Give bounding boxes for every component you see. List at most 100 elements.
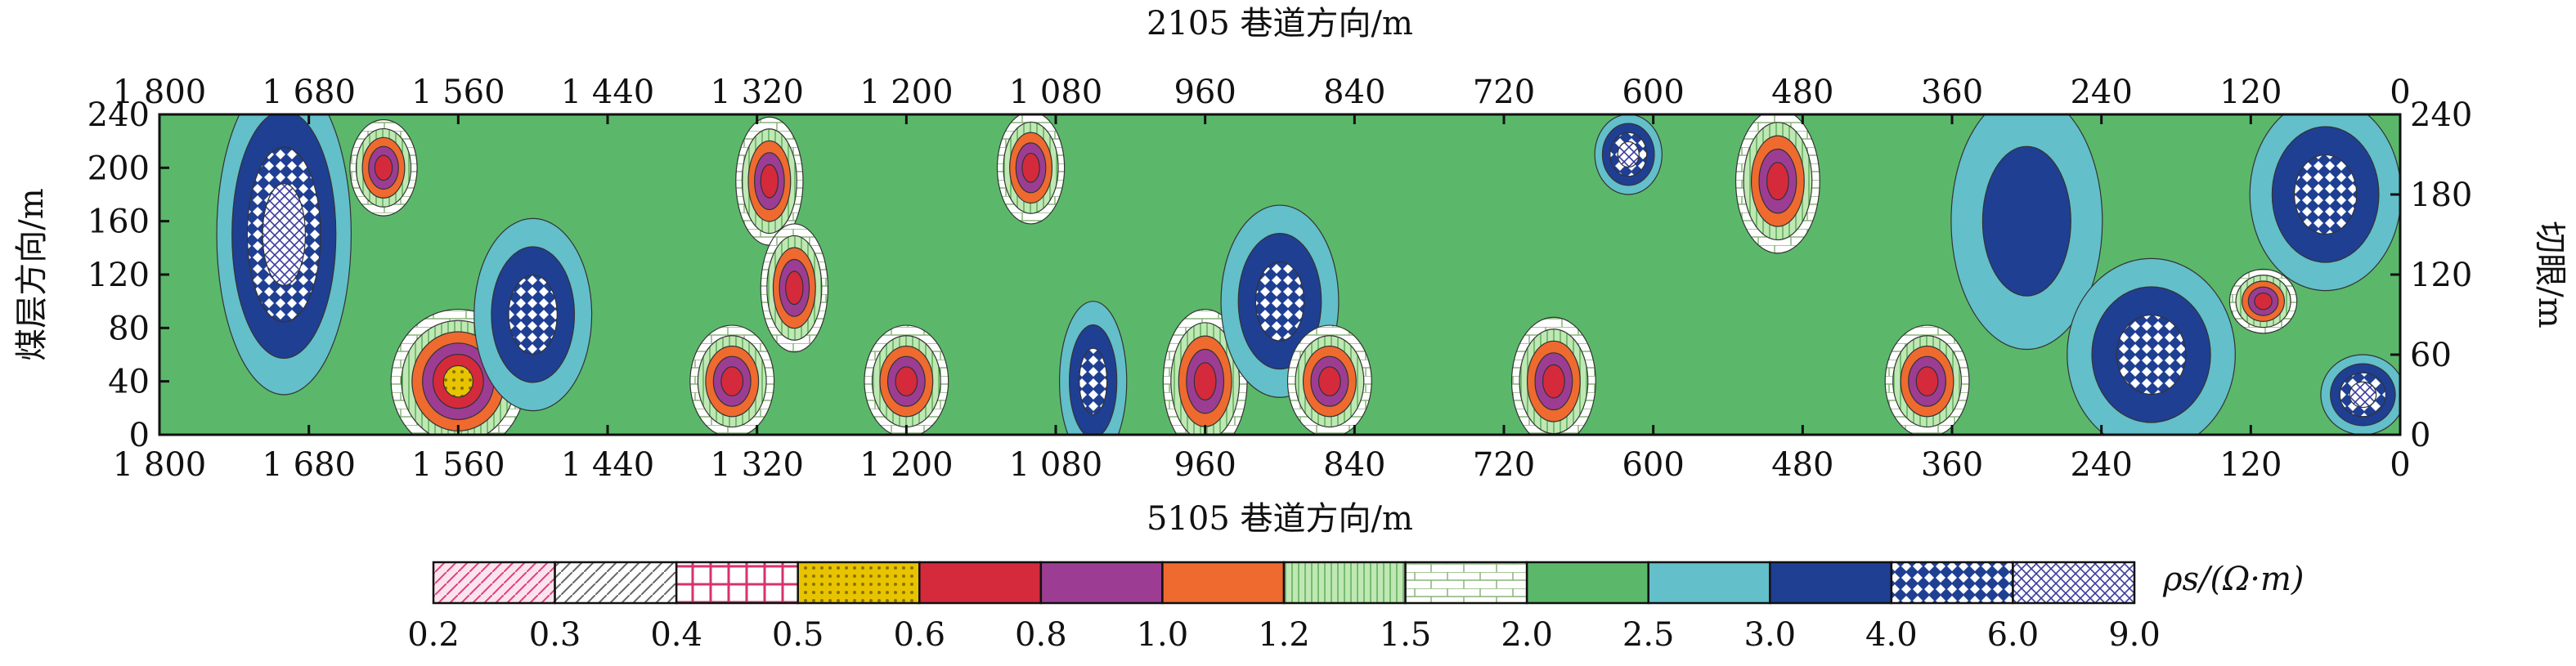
y-tick-label-left: 160	[88, 203, 150, 241]
colorbar-swatch	[1525, 561, 1649, 605]
colorbar-swatch	[675, 561, 799, 605]
y-tick-label-left: 80	[108, 310, 150, 347]
y-axis-title-right: 切眼/m	[2531, 221, 2569, 328]
colorbar-swatch	[2012, 561, 2136, 605]
y-axis-title-left: 煤层方向/m	[13, 188, 51, 360]
contour-region	[720, 366, 744, 397]
axis-bottom: 1 800 1 680 1 560 1 440 1 320 1 200 1 080 960 84…	[113, 425, 2411, 484]
x-tick-label-top: 1 680	[262, 74, 356, 111]
colorbar-tick-label: 0.8	[1015, 616, 1067, 654]
axis-right: 0 60 120 180 240	[2390, 96, 2472, 454]
colorbar-label: ρs/(Ω·m)	[2162, 561, 2304, 598]
y-tick-label-left: 120	[88, 257, 150, 294]
contour-region	[442, 364, 473, 398]
x-tick-label-top: 1 200	[859, 74, 954, 111]
colorbar-swatch	[797, 561, 921, 605]
x-tick-label-bottom: 1 320	[710, 446, 804, 484]
x-tick-label-top: 720	[1473, 74, 1535, 111]
contour-region	[1079, 347, 1108, 415]
colorbar-swatch	[1039, 561, 1164, 605]
x-tick-label-bottom: 720	[1473, 446, 1535, 484]
contour-region	[2293, 154, 2358, 235]
colorbar-legend: 0.2 0.3 0.4 0.5 0.6 0.8 1.0 1.2 1.5 2.0 2.5 3.0 4.0 6…	[407, 561, 2161, 654]
contour-region	[1915, 366, 1939, 397]
contour-plot-area	[158, 113, 2402, 436]
colorbar-tick-label: 1.0	[1137, 616, 1189, 654]
y-tick-label-right: 180	[2410, 177, 2472, 214]
contour-region	[374, 154, 393, 181]
colorbar-tick-label: 0.5	[772, 616, 824, 654]
contour-region	[2116, 314, 2187, 396]
contour-region	[1766, 162, 1789, 201]
x-tick-label-bottom: 840	[1323, 446, 1385, 484]
colorbar-tick-label: 9.0	[2108, 616, 2161, 654]
contour-region	[1254, 261, 1305, 342]
contour-regions	[216, 114, 2400, 435]
x-tick-label-bottom: 1 800	[113, 446, 207, 484]
x-tick-label-top: 1 080	[1009, 74, 1103, 111]
x-tick-label-top: 0	[2390, 74, 2410, 111]
colorbar-tick-label: 2.0	[1501, 616, 1553, 654]
colorbar-tick-label: 1.2	[1258, 616, 1310, 654]
contour-region	[895, 366, 918, 397]
y-tick-label-right: 120	[2410, 257, 2472, 294]
x-tick-label-bottom: 1 080	[1009, 446, 1103, 484]
x-tick-label-top: 480	[1771, 74, 1833, 111]
x-tick-label-top: 960	[1174, 74, 1236, 111]
x-tick-label-bottom: 480	[1771, 446, 1833, 484]
x-tick-label-bottom: 1 680	[262, 446, 356, 484]
x-tick-label-top: 360	[1921, 74, 1983, 111]
contour-region	[508, 274, 558, 355]
x-tick-label-bottom: 240	[2070, 446, 2132, 484]
colorbar-swatch	[1769, 561, 1893, 605]
y-tick-label-right: 60	[2410, 337, 2452, 374]
x-axis-title-bottom: 5105 巷道方向/m	[1147, 500, 1413, 538]
colorbar-tick-label: 0.4	[650, 616, 702, 654]
contour-region	[2254, 292, 2273, 311]
x-tick-label-bottom: 1 440	[561, 446, 655, 484]
axis-left: 0 40 80 120 160 200 240	[88, 96, 169, 454]
x-tick-label-bottom: 1 200	[859, 446, 954, 484]
x-tick-label-top: 600	[1622, 74, 1684, 111]
contour-region	[1021, 152, 1040, 183]
colorbar-tick-label: 6.0	[1987, 616, 2040, 654]
x-tick-label-bottom: 1 560	[411, 446, 505, 484]
colorbar-swatch	[1404, 561, 1528, 605]
x-tick-label-top: 1 320	[710, 74, 804, 111]
colorbar-swatch	[432, 561, 556, 605]
x-tick-label-top: 1 440	[561, 74, 655, 111]
contour-region	[262, 183, 306, 286]
contour-region	[2349, 381, 2377, 409]
y-tick-label-left: 200	[88, 150, 150, 187]
colorbar-swatch	[1161, 561, 1286, 605]
colorbar-tick-label: 0.6	[893, 616, 945, 654]
x-tick-label-bottom: 960	[1174, 446, 1236, 484]
colorbar-tick-label: 0.2	[407, 616, 460, 654]
colorbar-tick-label: 1.5	[1380, 616, 1432, 654]
y-tick-label-left: 240	[88, 96, 150, 134]
x-tick-label-top: 1 800	[113, 74, 207, 111]
axis-top: 1 800 1 680 1 560 1 440 1 320 1 200 1 080 960 84…	[113, 74, 2411, 124]
x-tick-label-bottom: 360	[1921, 446, 1983, 484]
x-tick-label-top: 120	[2219, 74, 2282, 111]
colorbar-tick-label: 3.0	[1744, 616, 1796, 654]
colorbar-swatch	[1890, 561, 2014, 605]
colorbar-swatch	[554, 561, 678, 605]
x-tick-label-top: 240	[2070, 74, 2132, 111]
contour-region	[1317, 366, 1341, 397]
x-axis-title-top: 2105 巷道方向/m	[1147, 5, 1413, 42]
contour-region	[1617, 141, 1640, 168]
colorbar-tick-label: 2.5	[1622, 616, 1675, 654]
contour-region	[760, 163, 779, 199]
colorbar-swatch	[1647, 561, 1771, 605]
colorbar-swatch	[918, 561, 1043, 605]
colorbar-tick-label: 0.3	[529, 616, 581, 654]
contour-region	[1542, 364, 1565, 399]
y-tick-label-right: 240	[2410, 96, 2472, 134]
contour-region	[785, 270, 804, 306]
y-tick-label-left: 40	[108, 364, 150, 401]
x-tick-label-bottom: 0	[2390, 446, 2410, 484]
x-tick-label-top: 1 560	[411, 74, 505, 111]
contour-region	[1193, 362, 1217, 401]
